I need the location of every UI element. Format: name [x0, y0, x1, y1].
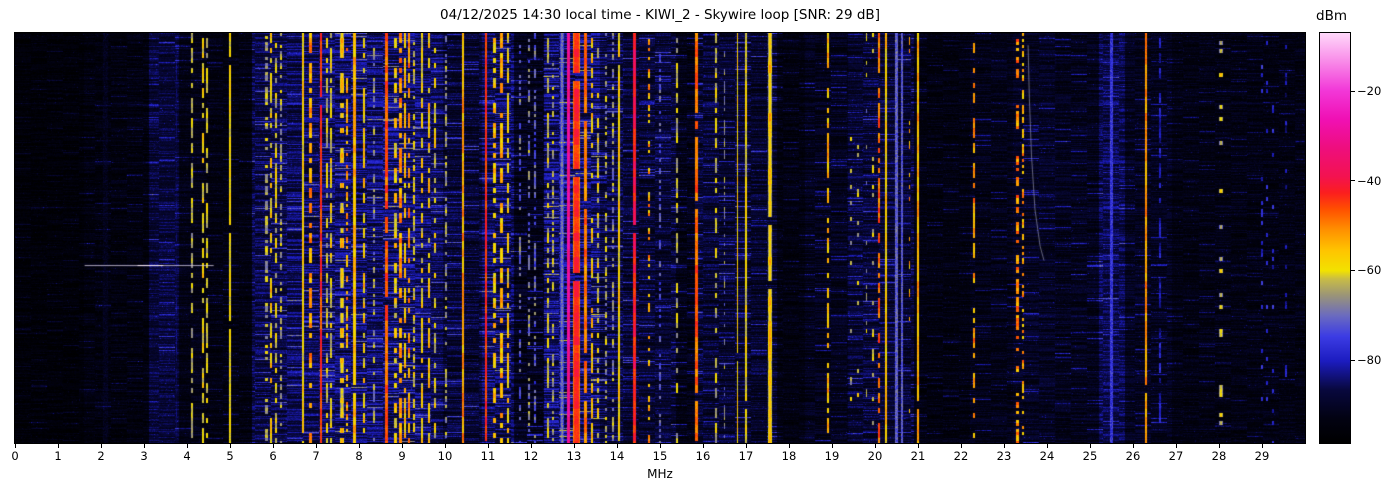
x-tick — [1219, 444, 1220, 448]
x-tick — [746, 444, 747, 448]
x-tick — [488, 444, 489, 448]
x-tick — [961, 444, 962, 448]
x-tick-label: 21 — [910, 449, 926, 463]
x-tick — [58, 444, 59, 448]
x-tick — [789, 444, 790, 448]
x-tick — [918, 444, 919, 448]
x-tick — [445, 444, 446, 448]
x-tick-label: 15 — [652, 449, 668, 463]
x-tick-label: 22 — [953, 449, 969, 463]
x-axis-label: MHz — [647, 467, 673, 481]
plot-area — [14, 32, 1306, 444]
x-tick-label: 3 — [140, 449, 148, 463]
x-tick-label: 14 — [609, 449, 625, 463]
x-tick — [316, 444, 317, 448]
x-tick — [1047, 444, 1048, 448]
x-tick — [703, 444, 704, 448]
x-tick-label: 12 — [523, 449, 539, 463]
x-tick — [1176, 444, 1177, 448]
colorbar-tick-label: −80 — [1357, 353, 1382, 368]
x-tick-label: 20 — [867, 449, 883, 463]
x-tick-label: 6 — [269, 449, 277, 463]
x-tick — [875, 444, 876, 448]
x-tick-label: 1 — [54, 449, 62, 463]
x-tick-label: 26 — [1125, 449, 1141, 463]
colorbar-tick — [1351, 180, 1355, 182]
colorbar-tick-label: −40 — [1357, 173, 1382, 188]
spectrogram-canvas — [15, 33, 1305, 443]
x-tick-label: 11 — [480, 449, 496, 463]
x-tick-label: 7 — [312, 449, 320, 463]
x-tick-label: 0 — [11, 449, 19, 463]
x-tick — [1004, 444, 1005, 448]
x-tick — [832, 444, 833, 448]
x-tick — [15, 444, 16, 448]
x-tick-label: 27 — [1168, 449, 1184, 463]
x-tick-label: 25 — [1082, 449, 1098, 463]
x-tick — [101, 444, 102, 448]
x-tick — [1262, 444, 1263, 448]
x-tick — [531, 444, 532, 448]
x-tick-label: 29 — [1254, 449, 1270, 463]
x-tick-label: 17 — [738, 449, 754, 463]
x-tick-label: 5 — [226, 449, 234, 463]
x-tick-label: 28 — [1211, 449, 1227, 463]
x-tick-label: 9 — [398, 449, 406, 463]
colorbar-tick — [1351, 90, 1355, 92]
x-tick-label: 10 — [437, 449, 453, 463]
x-tick-label: 18 — [781, 449, 797, 463]
x-tick — [617, 444, 618, 448]
x-tick-label: 16 — [695, 449, 711, 463]
colorbar-tick-label: −20 — [1357, 84, 1382, 99]
x-tick-label: 24 — [1039, 449, 1055, 463]
x-tick — [230, 444, 231, 448]
x-tick — [1090, 444, 1091, 448]
x-tick — [273, 444, 274, 448]
colorbar — [1319, 32, 1351, 444]
x-tick-label: 23 — [996, 449, 1012, 463]
colorbar-tick-label: −60 — [1357, 263, 1382, 278]
x-tick — [660, 444, 661, 448]
x-tick — [187, 444, 188, 448]
colorbar-tick — [1351, 269, 1355, 271]
x-tick-label: 4 — [183, 449, 191, 463]
colorbar-label: dBm — [1316, 8, 1347, 24]
x-tick — [144, 444, 145, 448]
x-tick — [402, 444, 403, 448]
x-tick-label: 8 — [355, 449, 363, 463]
colorbar-tick — [1351, 359, 1355, 361]
x-tick-label: 13 — [566, 449, 582, 463]
x-tick-label: 19 — [824, 449, 840, 463]
x-tick — [1133, 444, 1134, 448]
x-tick-label: 2 — [97, 449, 105, 463]
x-tick — [359, 444, 360, 448]
plot-title: 04/12/2025 14:30 local time - KIWI_2 - S… — [440, 7, 880, 23]
x-tick — [574, 444, 575, 448]
